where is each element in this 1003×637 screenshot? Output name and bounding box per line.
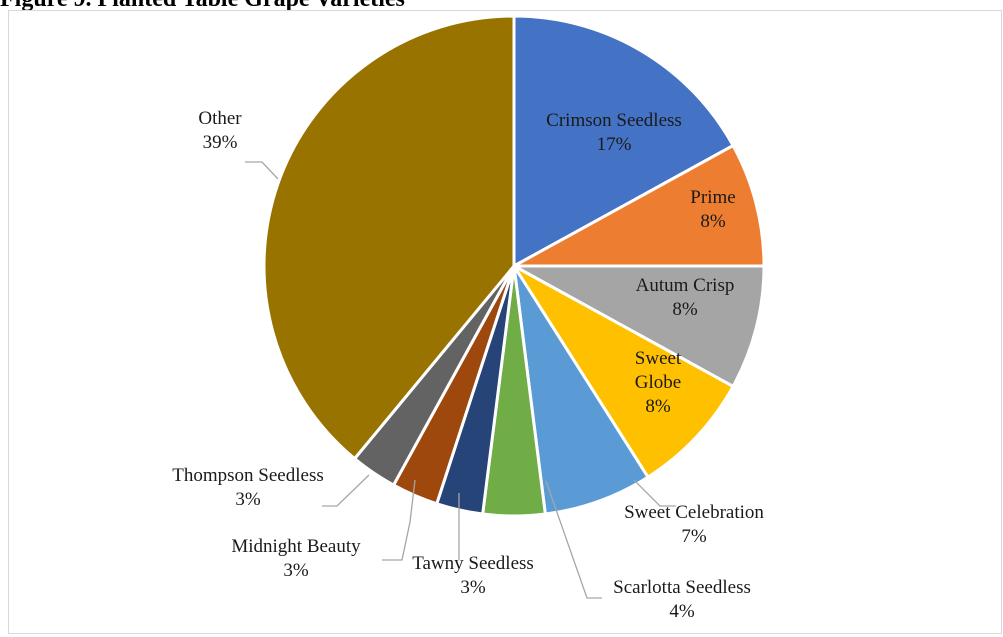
slice-label-line: Autum Crisp: [636, 275, 735, 296]
slice-label-line: Sweet Celebration: [624, 502, 764, 523]
slice-label-line: Thompson Seedless: [172, 465, 323, 486]
leader-line-thompson-seedless: [322, 474, 370, 507]
slice-label-line: 3%: [235, 489, 261, 510]
slice-label-line: 3%: [283, 560, 309, 581]
slice-label-crimson-seedless: Crimson Seedless 17%: [546, 110, 682, 155]
slice-labels: Crimson Seedless 17%Prime 8%Autum Crisp 8%S…: [172, 108, 764, 622]
leader-lines: [245, 161, 676, 599]
pie-slice-prime: [513, 143, 766, 268]
slice-label-line: 3%: [460, 577, 486, 598]
slice-label-line: 39%: [203, 132, 238, 153]
slice-label-line: Globe: [635, 372, 681, 393]
slice-label-line: Midnight Beauty: [231, 536, 361, 557]
slice-label-sweet-globe: Sweet Globe 8%: [635, 348, 682, 417]
leader-line-midnight-beauty: [382, 479, 416, 561]
slice-label-other: Other 39%: [198, 108, 242, 153]
slice-label-midnight-beauty: Midnight Beauty 3%: [231, 536, 361, 581]
slice-label-line: 4%: [669, 601, 695, 622]
slice-label-line: Prime: [690, 187, 735, 208]
slice-label-tawny-seedless: Tawny Seedless 3%: [412, 553, 534, 598]
slice-label-sweet-celebration: Sweet Celebration 7%: [624, 502, 764, 547]
leader-line-other: [245, 161, 279, 180]
plot-area-frame: [8, 10, 1002, 634]
pie-slice-sweet-celebration: [512, 265, 651, 516]
slice-label-line: Crimson Seedless: [546, 110, 682, 131]
slice-label-prime: Prime 8%: [690, 187, 735, 232]
slice-label-line: 17%: [597, 134, 632, 155]
slice-label-line: Scarlotta Seedless: [613, 577, 751, 598]
slice-label-line: 8%: [700, 211, 726, 232]
slice-label-scarlotta-seedless: Scarlotta Seedless 4%: [613, 577, 751, 622]
slice-label-line: Sweet: [635, 348, 682, 369]
pie-slice-sweet-globe: [512, 264, 736, 480]
slice-label-autum-crisp: Autum Crisp 8%: [636, 275, 735, 320]
chart-title: Figure 9. Planted Table Grape Varieties: [0, 0, 405, 13]
slice-label-line: 8%: [645, 396, 671, 417]
leader-line-sweet-celebration: [633, 479, 676, 507]
slice-label-line: 8%: [672, 299, 698, 320]
slice-label-line: Other: [198, 108, 242, 129]
slice-label-line: Tawny Seedless: [412, 553, 534, 574]
pie-slices: [262, 14, 766, 518]
pie-slice-crimson-seedless: [512, 14, 736, 269]
pie-slice-autum-crisp: [513, 264, 766, 389]
leader-line-scarlotta-seedless: [545, 480, 602, 599]
pie-slice-other: [262, 14, 516, 461]
slice-label-thompson-seedless: Thompson Seedless 3%: [172, 465, 323, 510]
slice-label-line: 7%: [681, 526, 707, 547]
